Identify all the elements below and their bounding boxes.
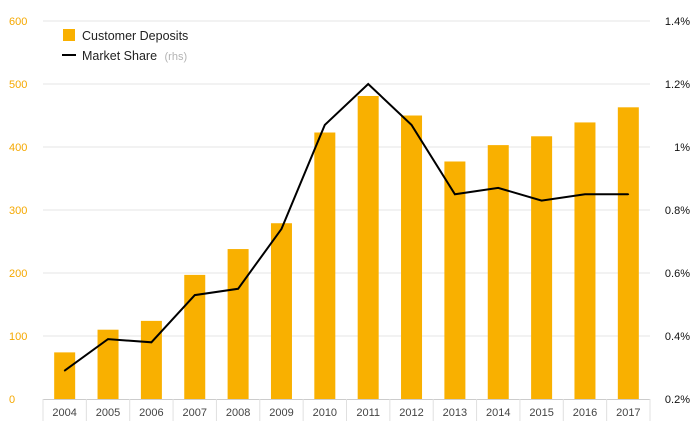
x-tick-label: 2015 [529,407,553,419]
y-right-tick-label: 0.6% [665,268,690,280]
market-share-point [497,187,500,189]
x-tick-label: 2010 [313,407,337,419]
x-tick-label: 2004 [52,407,76,419]
market-share-point [63,369,66,372]
y-left-tick-label: 100 [9,331,27,343]
bar-customer-deposits [574,122,596,400]
bar-customer-deposits [97,329,119,399]
y-right-tick-label: 1.4% [665,16,690,28]
bar-customer-deposits [140,320,162,399]
market-share-point [540,199,543,202]
x-tick-label: 2008 [226,407,250,419]
bar-customer-deposits [531,136,553,400]
bar-customer-deposits [184,274,206,399]
market-share-point [584,193,586,196]
y-right-tick-label: 0.4% [665,331,690,343]
market-share-line-group [63,82,630,372]
y-left-tick-label: 400 [9,142,27,154]
market-share-point [367,83,369,85]
market-share-point [454,193,456,196]
x-tick-label: 2012 [399,407,423,419]
bar-customer-deposits [444,161,466,399]
legend-label-market-share-wrap: Market Share (rhs) [82,49,187,63]
y-left-tick-label: 200 [9,268,27,280]
market-share-point [280,228,283,230]
y-right-tick-label: 0.8% [665,205,690,217]
y-right-tick-label: 1.2% [665,79,690,91]
market-share-point [627,193,630,196]
y-left-tick-label: 0 [9,394,15,406]
y-left-tick-label: 600 [9,16,27,28]
x-tick-label: 2017 [616,407,640,419]
market-share-point [107,338,109,340]
bar-customer-deposits [487,145,509,399]
bar-customer-deposits [401,115,423,399]
market-share-line [64,82,629,372]
x-tick-label: 2006 [139,407,163,419]
bar-customer-deposits [617,107,639,399]
market-share-point [150,341,153,344]
market-share-point [237,287,239,290]
y-left-tick-label: 300 [9,205,27,217]
legend-label-market-share: Market Share [82,49,157,63]
bar-customer-deposits [227,249,249,399]
market-share-point [410,124,413,126]
y-left-tick-label: 500 [9,79,27,91]
bar-customer-deposits [314,132,336,399]
legend-label-rhs-suffix: (rhs) [165,51,188,63]
x-tick-label: 2016 [573,407,597,419]
market-share-point [324,124,326,126]
bar-customer-deposits [54,352,76,399]
bars [54,95,639,400]
x-tick-label: 2011 [356,407,380,419]
y-right-tick-label: 0.2% [665,394,690,406]
bar-customer-deposits [357,95,379,399]
legend-swatch-customer-deposits [63,29,75,41]
y-right-tick-label: 1% [674,142,690,154]
x-tick-label: 2013 [443,407,467,419]
market-share-point [193,294,196,296]
bar-customer-deposits [270,223,292,399]
x-tick-label: 2007 [183,407,207,419]
x-tick-label: 2014 [486,407,510,419]
legend: Customer Deposits Market Share (rhs) [62,29,188,63]
axes: 0 0.2% 100 0.4% 200 0.6% 300 0.8% 400 1% 500 1.2% 60… [9,16,690,421]
legend-label-customer-deposits: Customer Deposits [82,29,188,43]
x-tick-label: 2009 [269,407,293,419]
x-tick-label: 2005 [96,407,120,419]
